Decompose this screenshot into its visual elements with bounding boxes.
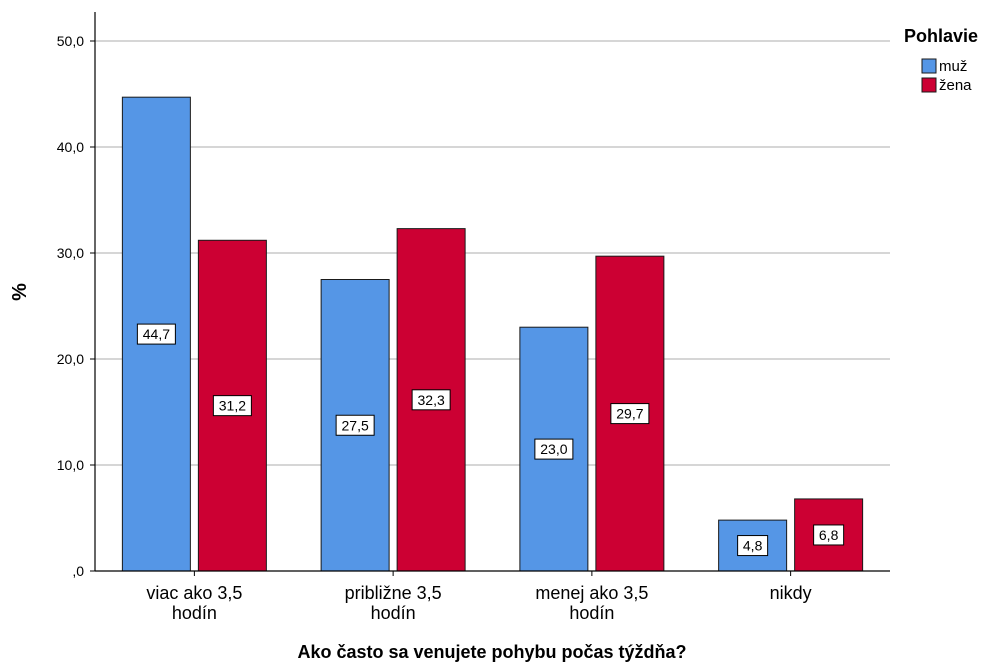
bar-value-box [534, 438, 574, 460]
y-tick-label: 40,0 [57, 139, 84, 155]
y-axis-label: % [9, 283, 31, 301]
bar-value-box [737, 535, 769, 557]
bar-value-label: 4,8 [743, 538, 763, 554]
y-tick-label: 10,0 [57, 457, 84, 473]
bar-žena [595, 255, 665, 572]
bar-value-box [335, 414, 375, 436]
x-category-label: viac ako 3,5 [146, 583, 242, 603]
bar-value-box [610, 403, 650, 425]
x-category-label: hodín [172, 603, 217, 623]
x-category-label: menej ako 3,5 [535, 583, 648, 603]
bar-value-label: 31,2 [219, 398, 246, 414]
legend-title: Pohlavie [904, 26, 978, 46]
legend-item-label: žena [939, 77, 972, 94]
bar-value-box [411, 389, 451, 411]
legend-swatch-muž [921, 58, 937, 74]
bar-value-box [136, 323, 176, 345]
y-tick-label: ,0 [72, 563, 84, 579]
bar-value-box [813, 524, 845, 546]
bars [121, 96, 864, 572]
legend: Pohlavie muž žena [904, 26, 978, 94]
y-tick-label: 20,0 [57, 351, 84, 367]
bar-value-label: 44,7 [143, 326, 170, 342]
bar-value-label: 32,3 [418, 392, 445, 408]
x-axis-label: Ako často sa venujete pohybu počas týždň… [297, 642, 686, 662]
x-category-label: nikdy [770, 583, 812, 603]
bar-value-label: 27,5 [342, 417, 369, 433]
axes [94, 12, 890, 572]
x-category-label: hodín [569, 603, 614, 623]
bar-value-box [212, 395, 252, 417]
x-category-label: hodín [371, 603, 416, 623]
bar-value-label: 23,0 [540, 441, 567, 457]
bar-value-labels: 44,7 31,2 27,5 32,3 23,0 29,7 4,8 6,8 [136, 323, 845, 557]
y-axis-ticks: ,0 10,0 20,0 30,0 40,0 50,0 [57, 33, 95, 579]
y-tick-label: 30,0 [57, 245, 84, 261]
bar-value-label: 6,8 [819, 527, 839, 543]
bar-value-label: 29,7 [616, 406, 643, 422]
bar-muž [718, 519, 788, 572]
legend-item-label: muž [939, 58, 967, 75]
legend-swatch-žena [921, 77, 937, 93]
y-tick-label: 50,0 [57, 33, 84, 49]
x-category-label: približne 3,5 [345, 583, 442, 603]
